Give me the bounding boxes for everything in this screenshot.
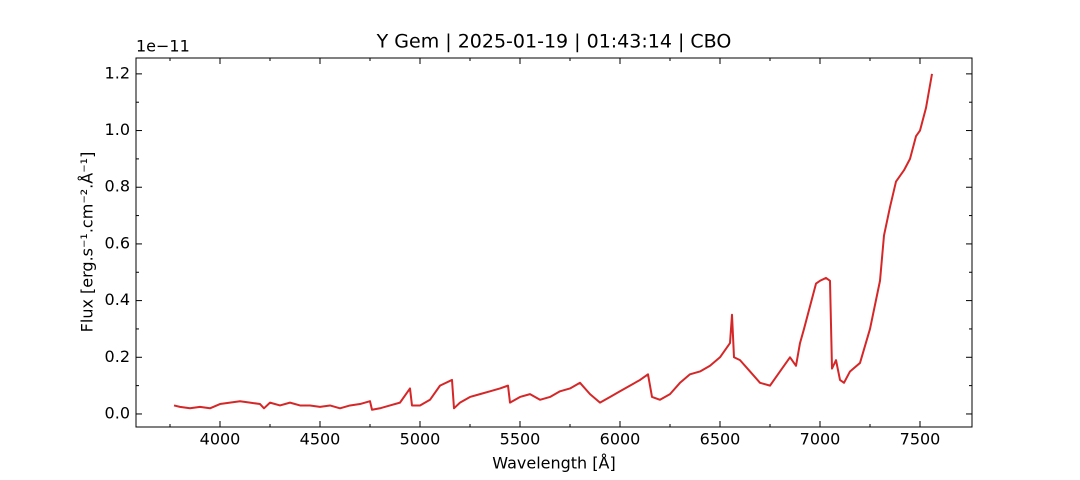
- spectrum-line: [173, 73, 933, 411]
- plot-frame: [135, 57, 973, 428]
- x-tick-label: 6500: [700, 430, 741, 449]
- y-tick-label: 0.4: [105, 290, 130, 309]
- x-tick-label: 5500: [500, 430, 541, 449]
- x-tick-label: 4000: [200, 430, 241, 449]
- x-tick-label: 7500: [900, 430, 941, 449]
- x-tick-label: 7000: [800, 430, 841, 449]
- chart-title: Y Gem | 2025-01-19 | 01:43:14 | CBO: [376, 31, 732, 53]
- x-tick-label: 6000: [600, 430, 641, 449]
- y-tick-label: 0.8: [105, 177, 130, 196]
- x-axis-label: Wavelength [Å]: [492, 454, 615, 473]
- y-tick-label: 1.0: [105, 120, 130, 139]
- y-tick-label: 0.2: [105, 347, 130, 366]
- y-tick-label: 0.6: [105, 233, 130, 252]
- y-axis-label: Flux [erg.s⁻¹.cm⁻².Å⁻¹]: [78, 152, 97, 333]
- x-tick-label: 4500: [300, 430, 341, 449]
- x-tick-label: 5000: [400, 430, 441, 449]
- y-tick-label: 0.0: [105, 403, 130, 422]
- y-tick-label: 1.2: [105, 63, 130, 82]
- y-offset-label: 1e−11: [136, 37, 190, 56]
